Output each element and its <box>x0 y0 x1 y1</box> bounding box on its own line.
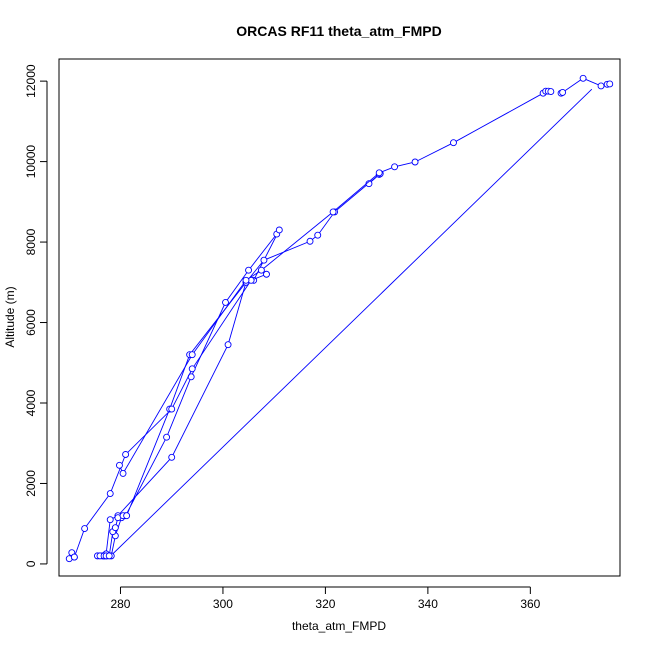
x-axis: 280 300 320 340 360 <box>110 586 541 611</box>
data-point <box>450 139 457 147</box>
data-point <box>168 453 176 461</box>
x-tick-label: 280 <box>110 597 130 611</box>
data-point <box>106 490 114 497</box>
x-tick-label: 300 <box>213 597 233 611</box>
data-point <box>547 88 555 96</box>
data-point <box>263 270 270 278</box>
data-point <box>111 524 119 532</box>
data-point <box>119 469 127 477</box>
data-point <box>224 341 232 349</box>
data-point <box>222 298 229 306</box>
data-point <box>168 405 176 413</box>
data-point <box>81 525 89 532</box>
x-tick-label: 320 <box>315 597 335 611</box>
data-point <box>106 516 114 524</box>
y-tick-label: 0 <box>24 560 38 567</box>
data-point <box>245 266 253 274</box>
y-tick-label: 12000 <box>24 64 38 98</box>
y-tick-label: 4000 <box>24 389 38 416</box>
data-point <box>115 461 123 469</box>
data-point <box>257 266 265 274</box>
series-line-4 <box>112 88 593 555</box>
data-point <box>260 256 268 264</box>
data-point <box>275 226 283 234</box>
x-axis-label: theta_atm_FMPD <box>292 619 386 633</box>
y-tick-label: 8000 <box>24 228 38 255</box>
data-point <box>606 80 614 88</box>
data-point <box>559 88 567 96</box>
data-point <box>411 158 419 166</box>
data-point <box>163 433 171 441</box>
y-tick-label: 10000 <box>24 145 38 179</box>
data-point <box>188 351 196 359</box>
data-point <box>105 552 113 560</box>
data-point <box>579 74 587 82</box>
y-tick-label: 6000 <box>24 309 38 336</box>
data-point <box>314 231 322 239</box>
y-axis-label: Altitude (m) <box>3 286 17 347</box>
x-tick-label: 360 <box>520 597 540 611</box>
x-tick-label: 340 <box>418 597 438 611</box>
data-point <box>188 365 196 373</box>
data-point <box>306 237 314 245</box>
series-layer <box>65 74 614 563</box>
data-point <box>375 169 383 177</box>
data-point <box>391 163 399 171</box>
data-point <box>70 553 78 561</box>
data-point <box>122 451 130 458</box>
chart-title: ORCAS RF11 theta_atm_FMPD <box>236 23 441 39</box>
data-point <box>329 208 337 216</box>
data-point <box>597 82 605 90</box>
plot-frame <box>58 58 621 577</box>
data-point <box>123 512 131 520</box>
y-tick-label: 2000 <box>24 470 38 497</box>
data-point <box>242 276 250 284</box>
y-axis: 0 2000 4000 6000 8000 10000 12000 <box>24 64 48 567</box>
